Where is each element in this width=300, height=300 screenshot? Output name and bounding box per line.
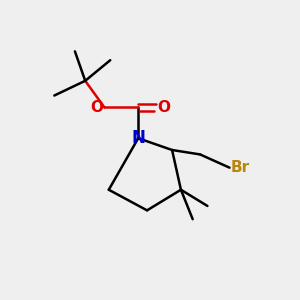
Text: N: N	[131, 129, 145, 147]
Text: O: O	[158, 100, 170, 115]
Text: Br: Br	[231, 160, 250, 175]
Text: O: O	[90, 100, 103, 115]
